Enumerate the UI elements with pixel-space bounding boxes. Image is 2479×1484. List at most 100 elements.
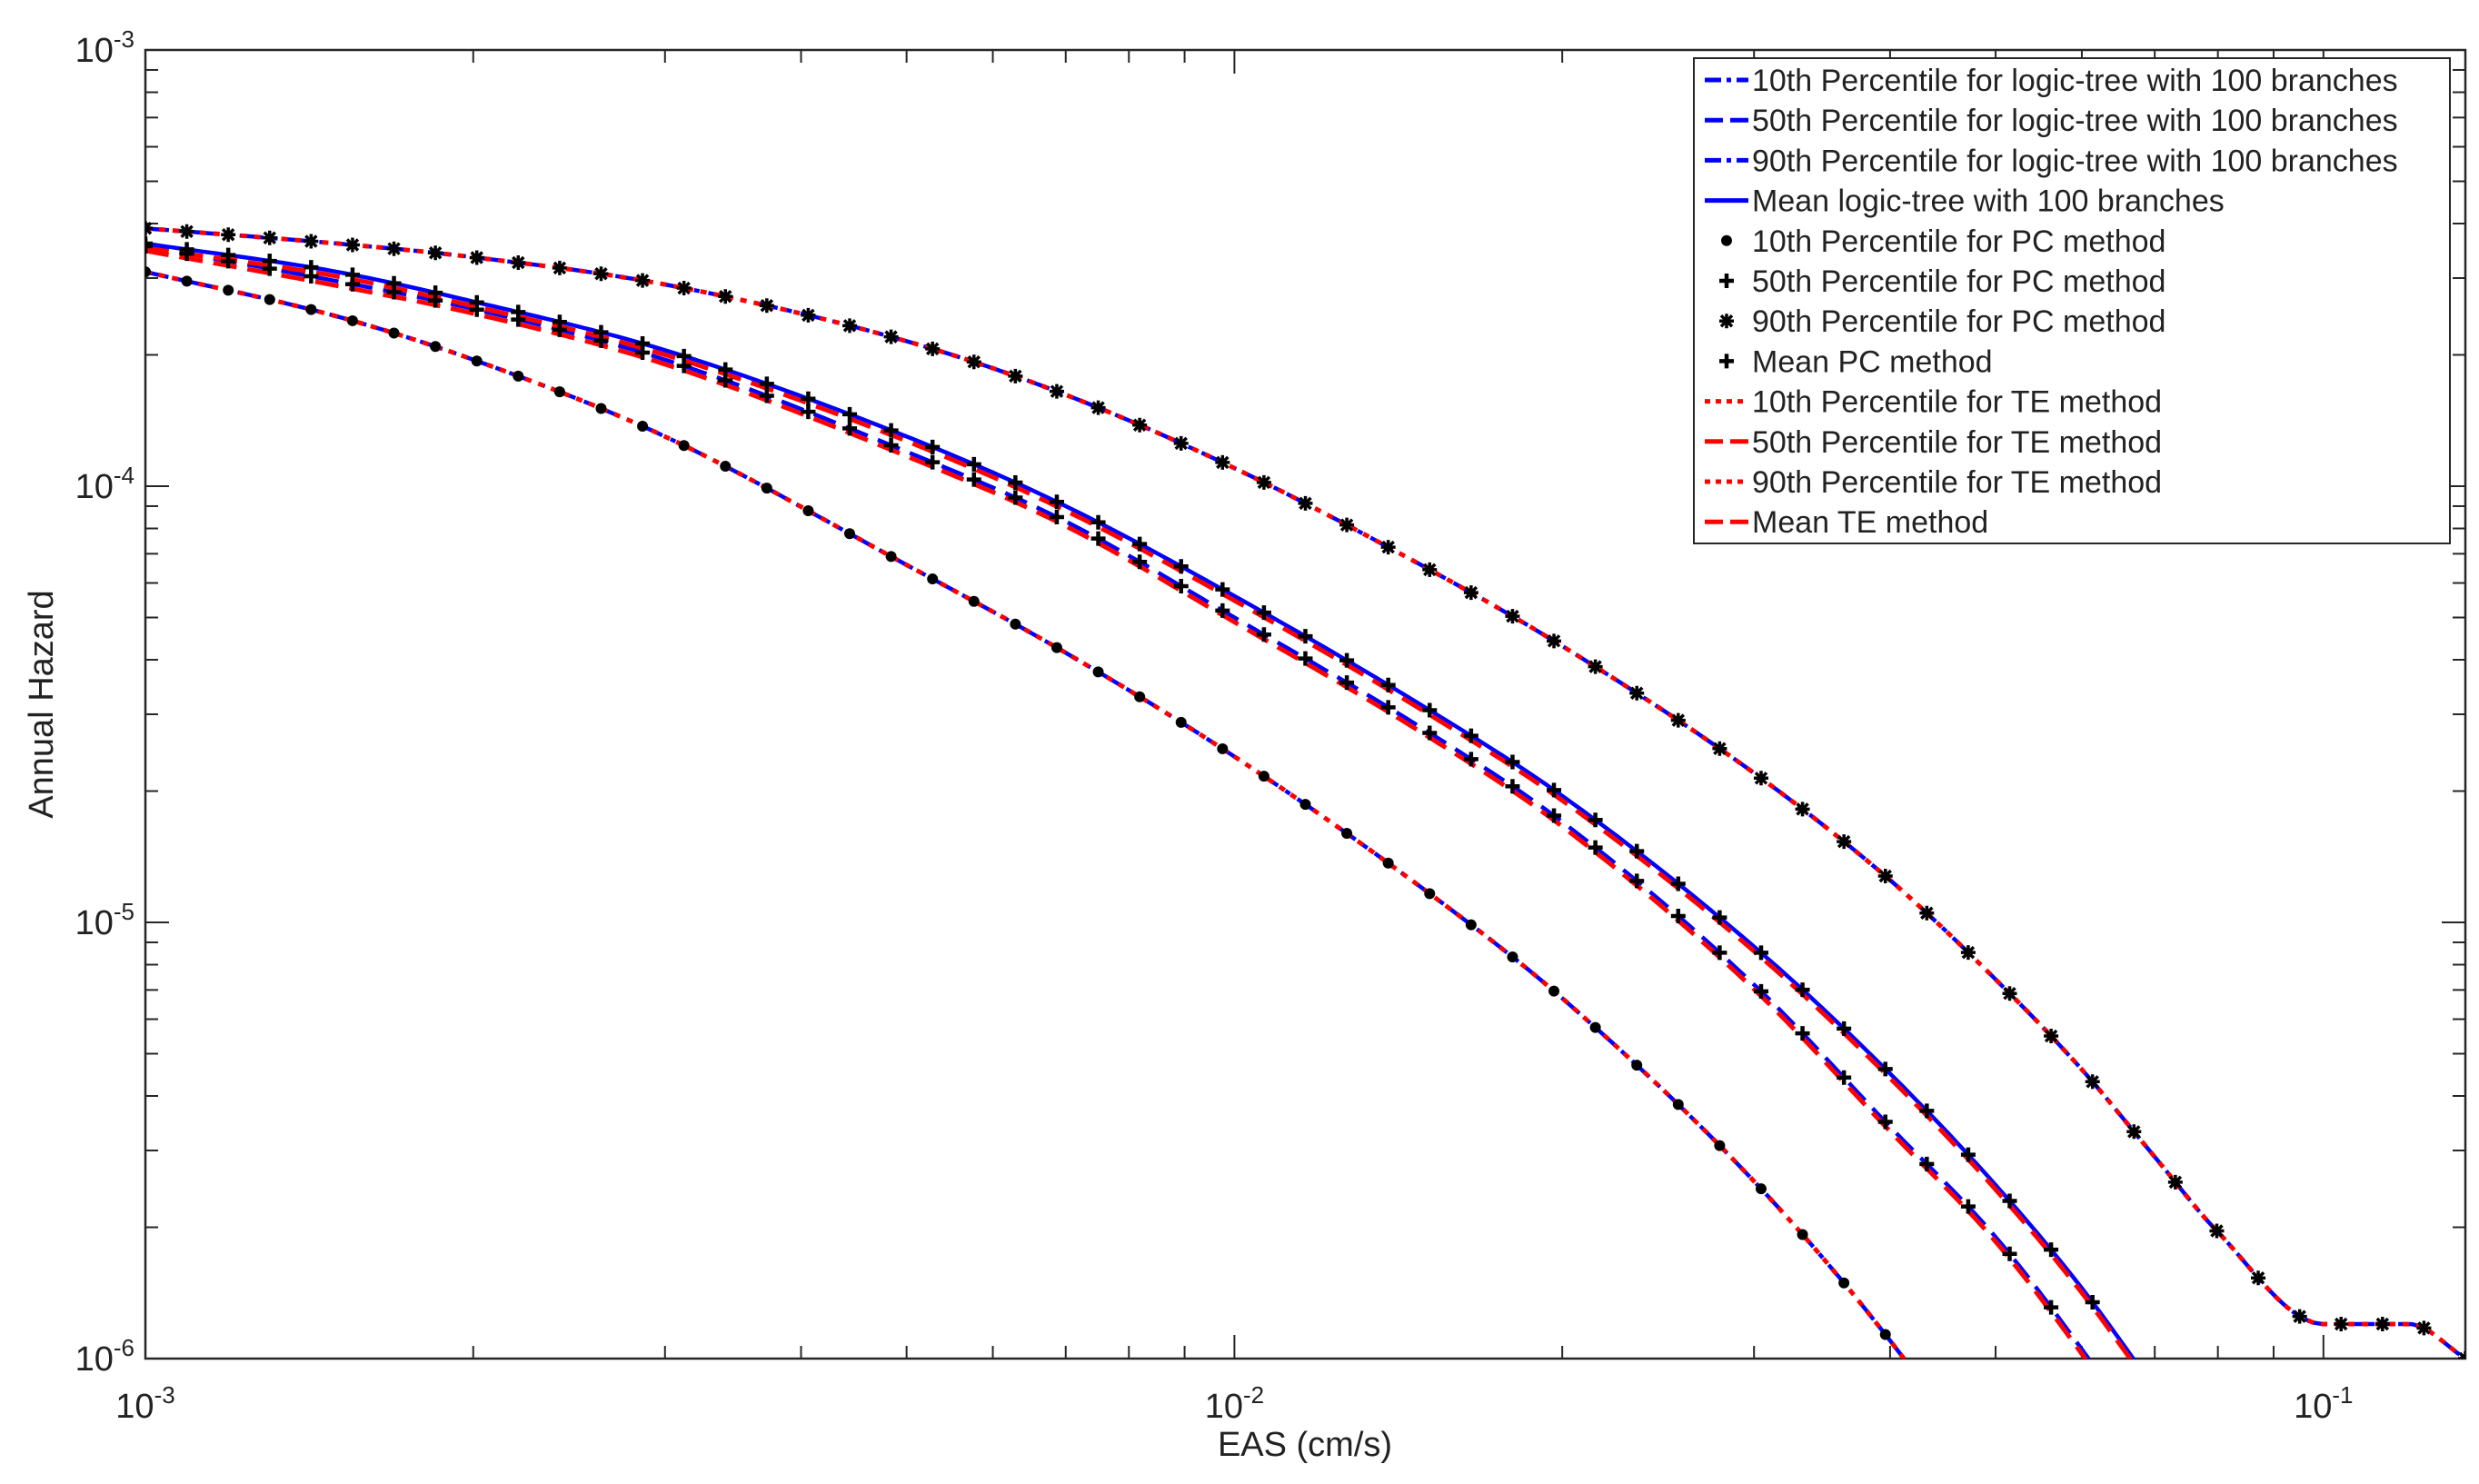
series-marker-p90-pc	[2085, 1074, 2100, 1090]
series-marker-p10-pc	[1175, 716, 1187, 728]
series-marker-p10-pc	[1714, 1140, 1726, 1151]
series-marker-mean-pc	[1463, 728, 1478, 743]
series-marker-p90-pc	[1505, 609, 1520, 624]
series-marker-mean-pc	[1547, 782, 1562, 798]
series-marker-p50-pc	[1339, 675, 1355, 691]
series-marker-mean-pc	[1422, 702, 1438, 718]
series-marker-mean-pc	[1919, 1103, 1935, 1119]
series-marker-p90-pc	[1547, 633, 1562, 649]
series-marker-p50-pc	[1837, 1070, 1852, 1085]
legend-label: Mean logic-tree with 100 branches	[1752, 184, 2225, 219]
series-marker-p90-pc	[966, 354, 981, 370]
series-marker-p50-pc	[1173, 578, 1189, 593]
series-marker-mean-pc	[593, 324, 609, 340]
legend-label: 50th Percentile for PC method	[1752, 264, 2165, 299]
series-marker-p10-pc	[430, 341, 442, 353]
series-marker-mean-pc	[1298, 629, 1313, 644]
series-marker-p90-pc	[1753, 771, 1768, 786]
series-marker-p10-pc	[968, 595, 980, 607]
legend-label: 10th Percentile for TE method	[1752, 385, 2162, 420]
series-marker-p10-pc	[388, 327, 400, 339]
series-marker-p50-pc	[1132, 554, 1148, 570]
minor-ticks	[145, 50, 2465, 1359]
series-marker-p90-pc	[304, 234, 319, 249]
series-marker-p10-pc	[1134, 691, 1146, 702]
x-tick-label: 10-3	[115, 1381, 174, 1426]
series-marker-p90-pc	[1712, 741, 1727, 756]
legend: 10th Percentile for logic-tree with 100 …	[1693, 57, 2451, 544]
series-marker-p90-pc	[2374, 1316, 2390, 1331]
series-marker-mean-pc	[883, 423, 899, 438]
series-marker-p10-pc	[1465, 919, 1477, 931]
series-marker-p90-pc	[1256, 474, 1271, 490]
series-marker-mean-pc	[1753, 945, 1768, 961]
series-marker-p50-pc	[966, 472, 981, 487]
series-marker-mean-pc	[1049, 494, 1064, 510]
series-marker-p10-pc	[305, 304, 317, 315]
series-marker-mean-pc	[511, 304, 526, 320]
series-marker-mean-pc	[718, 362, 733, 377]
series-marker-p90-pc	[179, 224, 194, 239]
series-marker-p90-pc	[511, 255, 526, 271]
series-marker-p10-pc	[513, 370, 524, 382]
series-line-p50-logic-tree	[145, 244, 2092, 1359]
series-marker-p50-pc	[883, 438, 899, 453]
series-marker-p50-pc	[1877, 1114, 1893, 1130]
series-marker-mean-pc	[1837, 1021, 1852, 1036]
series-marker-p90-pc	[386, 241, 402, 256]
series-marker-mean-pc	[386, 275, 402, 291]
series-marker-mean-pc	[842, 406, 858, 422]
series-marker-p10-pc	[223, 284, 234, 296]
legend-label: 10th Percentile for PC method	[1752, 224, 2165, 259]
legend-label: 50th Percentile for TE method	[1752, 425, 2162, 460]
series-marker-p90-pc	[1588, 659, 1603, 674]
series-marker-p50-pc	[1753, 983, 1768, 999]
series-marker-p90-pc	[1173, 435, 1189, 451]
legend-marker	[1721, 234, 1732, 246]
series-marker-p90-pc	[2167, 1174, 2183, 1190]
series-marker-p50-pc	[1588, 840, 1603, 855]
series-marker-p90-pc	[635, 273, 651, 288]
x-tick-labels: 10-3 10-2 10-1	[115, 1381, 2353, 1426]
series-marker-mean-pc	[801, 391, 816, 406]
legend-label: 90th Percentile for logic-tree with 100 …	[1752, 144, 2398, 178]
series-marker-p90-pc	[1049, 383, 1064, 399]
series-marker-mean-pc	[221, 247, 236, 263]
series-marker-mean-pc	[2085, 1294, 2100, 1310]
series-marker-p90-pc	[1919, 905, 1935, 921]
series-marker-p90-pc	[676, 281, 692, 296]
series-marker-p10-pc	[1548, 985, 1560, 997]
series-marker-mean-pc	[1256, 605, 1271, 621]
series-marker-p10-pc	[1424, 888, 1436, 900]
series-marker-mean-pc	[304, 260, 319, 275]
series-marker-p90-pc	[801, 307, 816, 323]
series-marker-p10-pc	[1672, 1099, 1684, 1111]
series-marker-p10-pc	[927, 573, 939, 585]
series-marker-mean-pc	[179, 242, 194, 257]
series-marker-mean-pc	[1629, 843, 1645, 859]
series-marker-p10-pc	[1755, 1183, 1767, 1195]
series-marker-p90-pc	[1837, 834, 1852, 850]
series-marker-p10-pc	[595, 403, 607, 414]
series-marker-p10-pc	[1050, 642, 1062, 653]
series-marker-p90-pc	[2251, 1270, 2266, 1286]
series-marker-p10-pc	[637, 421, 649, 433]
series-marker-p50-pc	[1960, 1199, 1976, 1214]
series-marker-p90-pc	[2126, 1124, 2142, 1140]
series-marker-mean-pc	[145, 235, 153, 251]
series-marker-p90-pc	[1215, 454, 1230, 470]
series-marker-mean-pc	[1008, 475, 1023, 491]
series-marker-p90-pc	[1298, 495, 1313, 511]
series-marker-mean-pc	[1173, 559, 1189, 574]
series-marker-p90-pc	[1670, 712, 1686, 728]
series-marker-p90-pc	[1877, 869, 1893, 884]
y-tick-label: 10-5	[75, 898, 134, 942]
series-marker-p50-pc	[1215, 603, 1230, 618]
series-marker-p90-pc	[2334, 1316, 2349, 1331]
series-marker-p10-pc	[885, 551, 897, 563]
series-marker-p90-pc	[262, 230, 277, 245]
series-marker-p10-pc	[802, 504, 814, 516]
series-marker-p90-pc	[2292, 1309, 2307, 1324]
series-marker-p10-pc	[1589, 1021, 1601, 1033]
